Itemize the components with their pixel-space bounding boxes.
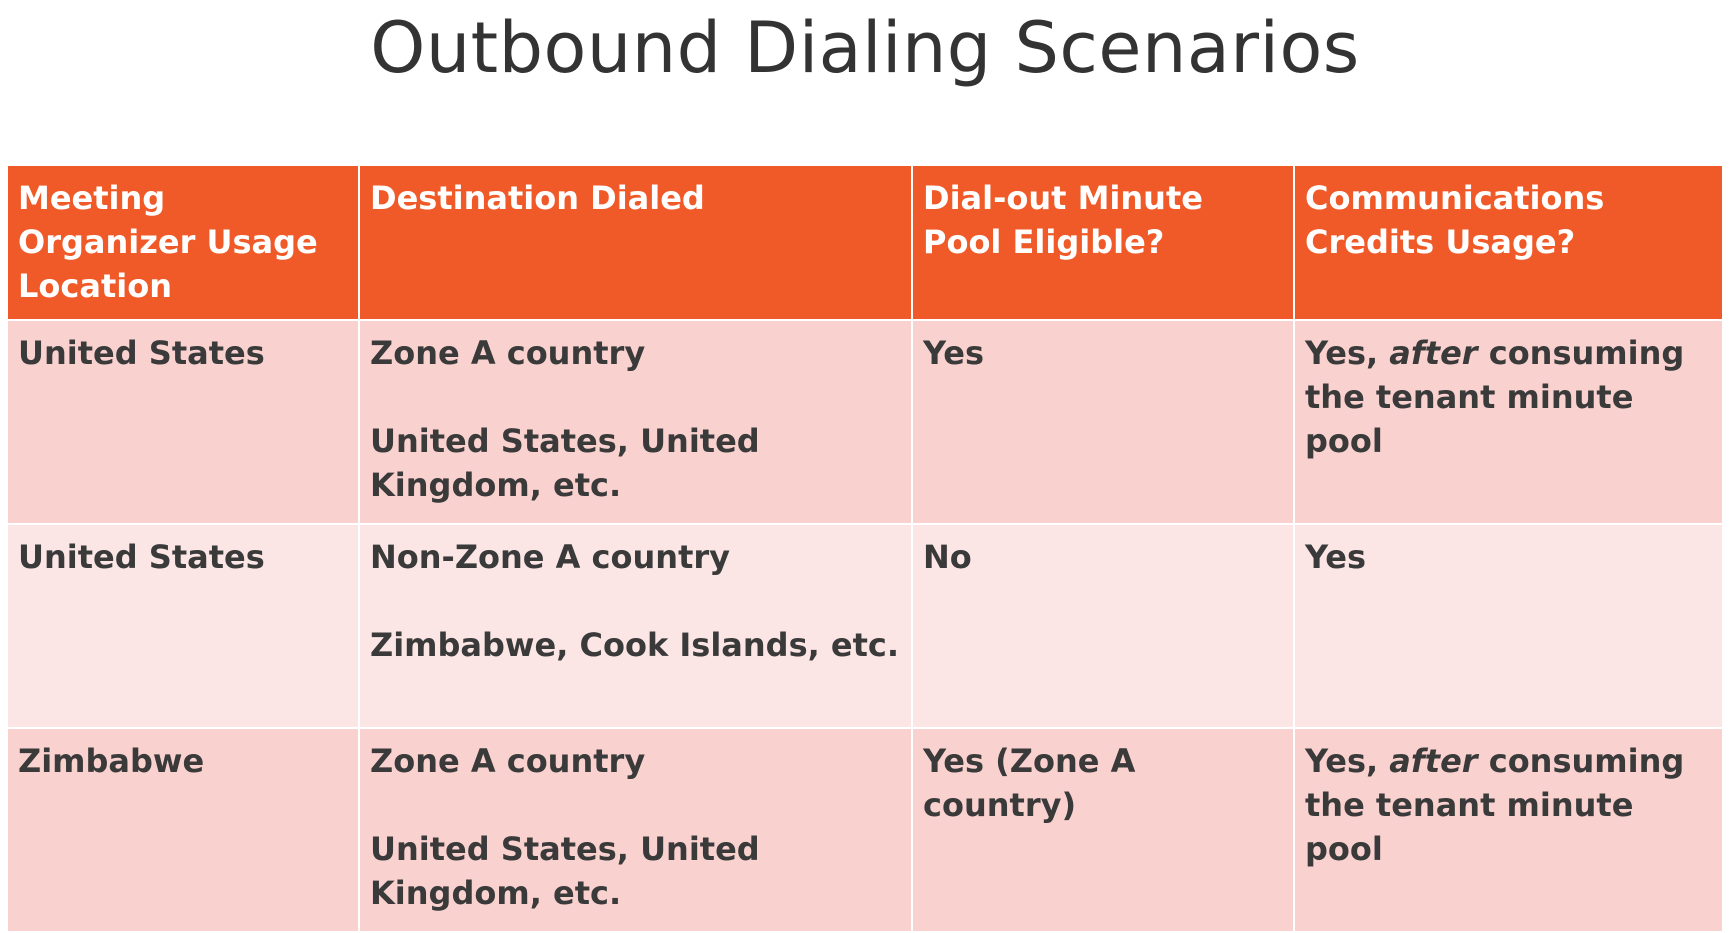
table-row: United States Non-Zone A country Zimbabw… <box>8 524 1722 729</box>
destination-zone: Zone A country <box>370 742 646 780</box>
table-row: United States Zone A country United Stat… <box>8 320 1722 525</box>
header-credits-usage: Communications Credits Usage? <box>1294 166 1722 321</box>
destination-examples: United States, United Kingdom, etc. <box>370 830 760 912</box>
table-row: Zimbabwe Zone A country United States, U… <box>8 728 1722 933</box>
credits-emphasis: after <box>1389 742 1478 780</box>
cell-credits-usage: Yes <box>1294 524 1722 729</box>
credits-emphasis: after <box>1389 334 1478 372</box>
dialing-scenarios-table-container: Meeting Organizer Usage Location Destina… <box>8 166 1722 933</box>
destination-zone: Non-Zone A country <box>370 538 730 576</box>
table-header-row: Meeting Organizer Usage Location Destina… <box>8 166 1722 321</box>
cell-destination: Non-Zone A country Zimbabwe, Cook Island… <box>359 524 913 729</box>
credits-suffix: consuming the tenant minute pool <box>1305 334 1685 460</box>
cell-pool-eligible: No <box>912 524 1295 729</box>
header-organizer-location: Meeting Organizer Usage Location <box>8 166 360 321</box>
destination-zone: Zone A country <box>370 334 646 372</box>
cell-location: United States <box>8 524 360 729</box>
dialing-scenarios-table: Meeting Organizer Usage Location Destina… <box>8 166 1722 933</box>
cell-location: Zimbabwe <box>8 728 360 933</box>
cell-pool-eligible: Yes <box>912 320 1295 525</box>
credits-prefix: Yes, <box>1305 742 1379 780</box>
credits-prefix: Yes, <box>1305 334 1379 372</box>
header-destination-dialed: Destination Dialed <box>359 166 913 321</box>
destination-examples: United States, United Kingdom, etc. <box>370 422 760 504</box>
destination-examples: Zimbabwe, Cook Islands, etc. <box>370 626 900 664</box>
slide-title: Outbound Dialing Scenarios <box>370 7 1360 89</box>
cell-pool-eligible: Yes (Zone A country) <box>912 728 1295 933</box>
cell-credits-usage: Yes, after consuming the tenant minute p… <box>1294 728 1722 933</box>
cell-credits-usage: Yes, after consuming the tenant minute p… <box>1294 320 1722 525</box>
cell-destination: Zone A country United States, United Kin… <box>359 320 913 525</box>
header-pool-eligible: Dial-out Minute Pool Eligible? <box>912 166 1295 321</box>
cell-destination: Zone A country United States, United Kin… <box>359 728 913 933</box>
cell-location: United States <box>8 320 360 525</box>
credits-suffix: consuming the tenant minute pool <box>1305 742 1685 868</box>
